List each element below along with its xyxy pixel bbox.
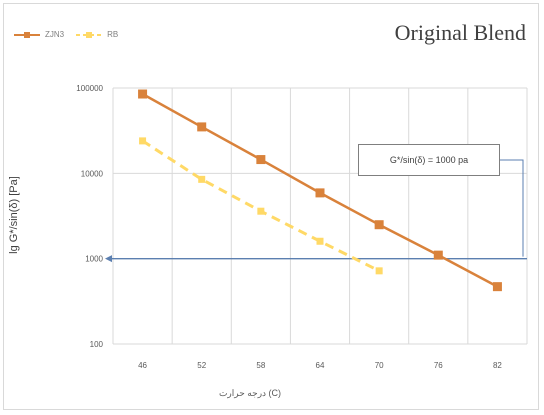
x-tick-label: 76	[434, 361, 443, 370]
data-point-zjn3	[256, 155, 266, 165]
reference-line-arrow	[105, 255, 112, 263]
data-point-rb	[375, 267, 383, 275]
x-tick-label: 82	[493, 361, 502, 370]
chart-frame	[3, 3, 539, 410]
y-tick-label: 100	[90, 340, 104, 349]
data-point-rb	[198, 175, 206, 183]
legend-label-zjn3: ZJN3	[45, 30, 65, 39]
legend-entry-rb: RB	[76, 30, 118, 39]
x-axis-label: درجه حرارت (C)	[218, 388, 282, 398]
data-point-rb	[257, 207, 265, 215]
y-tick-label: 100000	[76, 84, 103, 93]
legend-swatch-zjn3	[14, 31, 40, 38]
x-tick-label: 70	[375, 361, 384, 370]
y-tick-label: 10000	[81, 169, 104, 178]
x-tick-label: 58	[256, 361, 265, 370]
data-point-zjn3	[433, 250, 443, 260]
y-tick-label: 1000	[85, 255, 103, 264]
data-point-zjn3	[374, 220, 384, 230]
data-point-zjn3	[315, 188, 325, 198]
x-tick-label: 52	[197, 361, 206, 370]
data-point-rb	[139, 137, 147, 145]
annotation-box: G*/sin(δ) = 1000 pa	[358, 144, 500, 176]
data-point-zjn3	[197, 122, 207, 132]
data-point-zjn3	[492, 282, 502, 292]
legend: ZJN3 RB	[14, 30, 118, 39]
legend-swatch-rb	[76, 31, 103, 38]
data-point-rb	[316, 237, 324, 245]
x-tick-label: 64	[316, 361, 325, 370]
legend-entry-zjn3: ZJN3	[14, 30, 64, 39]
data-point-zjn3	[138, 89, 148, 99]
legend-label-rb: RB	[107, 30, 119, 39]
annotation-connector	[500, 159, 524, 257]
x-tick-label: 46	[138, 361, 147, 370]
chart-title: Original Blend	[394, 20, 526, 45]
